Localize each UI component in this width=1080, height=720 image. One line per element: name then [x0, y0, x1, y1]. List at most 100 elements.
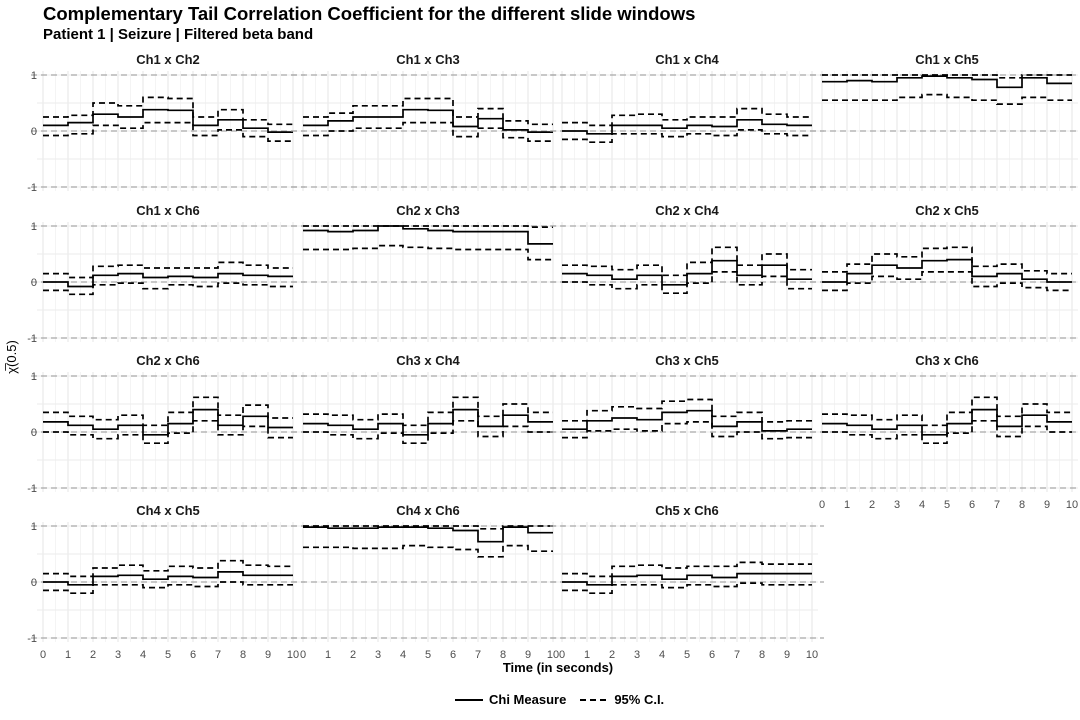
x-tick-label: 10: [806, 649, 818, 661]
x-tick-label: 8: [1019, 499, 1025, 511]
x-tick-label: 6: [190, 649, 196, 661]
ci-lower-line: [822, 419, 1072, 445]
chi-measure-line: [303, 108, 553, 133]
x-tick-label: 7: [215, 649, 221, 661]
ci-lower-line: [43, 419, 293, 445]
y-tick-label: 1: [31, 221, 37, 233]
x-tick-label: 4: [400, 649, 406, 661]
chi-measure-line: [43, 408, 293, 436]
chi-measure-line: [562, 259, 812, 286]
y-tick-label: 0: [31, 577, 37, 589]
y-axis-title: χ̅(0.5): [4, 340, 19, 374]
x-tick-label: 6: [709, 649, 715, 661]
ci-lower-line: [43, 282, 293, 296]
ci-upper-line: [822, 396, 1072, 427]
x-tick-label: 4: [140, 649, 146, 661]
x-axis-title: Time (in seconds): [503, 660, 613, 675]
x-tick-label: 9: [1044, 499, 1050, 511]
panel-strip-label: Ch2 x Ch3: [396, 203, 460, 218]
x-tick-label: 2: [609, 649, 615, 661]
ci-upper-line: [562, 398, 812, 423]
y-tick-label: -1: [27, 483, 37, 495]
chi-measure-line: [303, 408, 553, 436]
y-tick-label: 1: [31, 70, 37, 82]
x-tick-label: 6: [969, 499, 975, 511]
y-tick-label: -1: [27, 182, 37, 194]
legend-dashed-swatch: [580, 698, 609, 701]
panel-strip-label: Ch4 x Ch6: [396, 503, 460, 518]
chi-measure-line: [43, 272, 293, 288]
ci-upper-line: [303, 525, 553, 530]
x-tick-label: 6: [450, 649, 456, 661]
chi-measure-line: [562, 118, 812, 135]
y-tick-label: 1: [31, 521, 37, 533]
ci-upper-line: [43, 396, 293, 427]
x-tick-label: 8: [240, 649, 246, 661]
x-tick-label: 8: [759, 649, 765, 661]
panel-strip-label: Ch1 x Ch3: [396, 52, 460, 67]
y-tick-label: 1: [31, 371, 37, 383]
ci-lower-line: [43, 581, 293, 595]
ci-lower-line: [562, 582, 812, 595]
x-tick-label: 2: [869, 499, 875, 511]
ci-upper-line: [822, 74, 1072, 79]
x-tick-label: 0: [819, 499, 825, 511]
y-tick-label: -1: [27, 333, 37, 345]
x-tick-label: 10: [547, 649, 559, 661]
panel-strip-label: Ch1 x Ch2: [136, 52, 200, 67]
ci-lower-line: [822, 93, 1072, 105]
x-tick-label: 1: [844, 499, 850, 511]
ci-upper-line: [822, 246, 1072, 275]
y-tick-label: 0: [31, 427, 37, 439]
ci-lower-line: [303, 121, 553, 142]
ci-lower-line: [562, 271, 812, 295]
ci-lower-line: [303, 244, 553, 261]
ci-upper-line: [562, 246, 812, 277]
x-tick-label: 5: [425, 649, 431, 661]
panel-strip-label: Ch1 x Ch4: [655, 52, 719, 67]
chi-measure-line: [562, 409, 812, 432]
chi-measure-line: [562, 572, 812, 586]
legend-solid-swatch: [455, 698, 483, 701]
x-tick-label: 10: [1066, 499, 1078, 511]
x-tick-label: 1: [65, 649, 71, 661]
x-tick-label: 9: [525, 649, 531, 661]
panel-strip-label: Ch5 x Ch6: [655, 503, 719, 518]
ci-lower-line: [562, 421, 812, 440]
x-tick-label: 3: [634, 649, 640, 661]
panel-strip-label: Ch3 x Ch4: [396, 353, 460, 368]
x-tick-label: 3: [894, 499, 900, 511]
panel-strip-label: Ch3 x Ch6: [915, 353, 979, 368]
panel-strip-label: Ch2 x Ch6: [136, 353, 200, 368]
ci-lower-line: [303, 544, 553, 558]
ci-lower-line: [43, 121, 293, 142]
chi-measure-line: [43, 108, 293, 133]
legend-ci-label: 95% C.I.: [614, 692, 665, 707]
x-tick-label: 4: [919, 499, 925, 511]
x-tick-label: 2: [350, 649, 356, 661]
chi-measure-line: [822, 75, 1072, 89]
x-tick-label: 5: [944, 499, 950, 511]
x-tick-label: 3: [375, 649, 381, 661]
x-tick-label: 8: [500, 649, 506, 661]
ci-upper-line: [303, 225, 553, 228]
x-tick-label: 9: [784, 649, 790, 661]
panel-strip-label: Ch1 x Ch6: [136, 203, 200, 218]
x-tick-label: 5: [684, 649, 690, 661]
x-tick-label: 10: [287, 649, 299, 661]
chart-subtitle: Patient 1 | Seizure | Filtered beta band: [43, 26, 314, 43]
ci-upper-line: [303, 97, 553, 126]
ci-upper-line: [43, 559, 293, 578]
x-tick-label: 0: [559, 649, 565, 661]
chi-measure-line: [303, 526, 553, 543]
ci-upper-line: [43, 261, 293, 279]
chi-measure-line: [303, 225, 553, 245]
panel-strip-label: Ch3 x Ch5: [655, 353, 719, 368]
x-tick-label: 7: [475, 649, 481, 661]
legend: Chi Measure 95% C.I.: [455, 692, 664, 707]
chi-measure-line: [43, 571, 293, 586]
chi-measure-line: [822, 408, 1072, 436]
ci-upper-line: [43, 96, 293, 126]
ci-lower-line: [303, 419, 553, 445]
